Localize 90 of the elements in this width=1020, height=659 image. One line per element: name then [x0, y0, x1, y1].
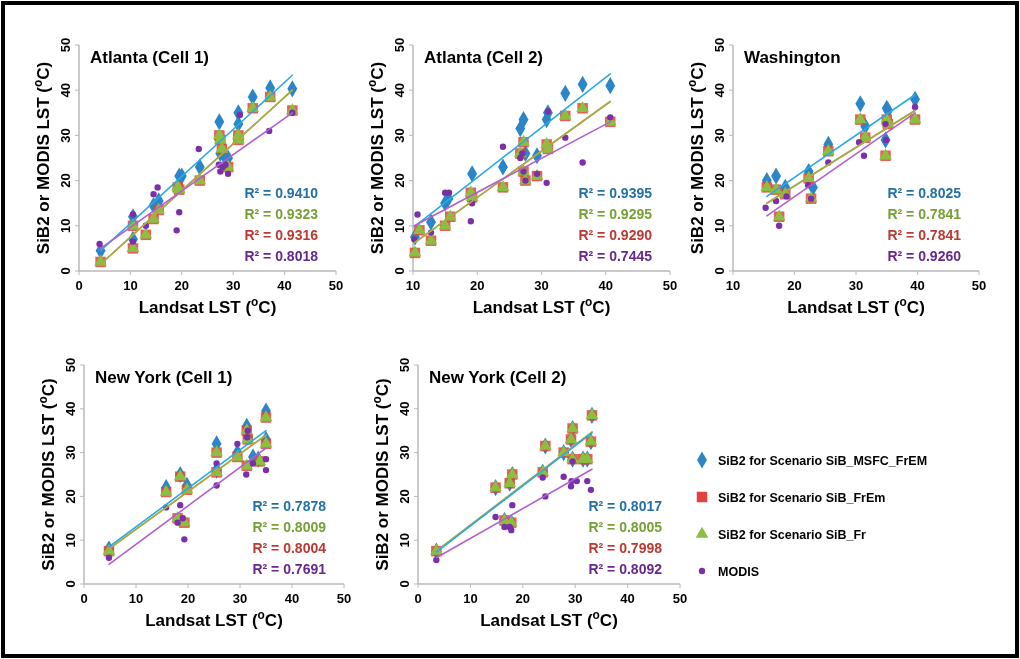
y-tick-label: 0	[63, 580, 78, 588]
x-axis-title: Landsat LST ($^{o}$C)	[472, 295, 611, 317]
y-tick-label: 10	[63, 532, 78, 548]
x-tick-label: 20	[174, 278, 190, 293]
chart-title: Atlanta (Cell 1)	[90, 48, 210, 67]
x-tick-label: 20	[470, 278, 485, 293]
annotation: R² = 0.8017	[588, 498, 663, 514]
x-tick-label: 20	[787, 278, 802, 293]
annotation: R² = 0.9316	[244, 227, 319, 243]
chart-title: New York (Cell 2)	[429, 368, 567, 387]
x-tick-label: 40	[620, 591, 635, 606]
y-tick-label: 40	[392, 82, 407, 98]
annotation: R² = 0.8004	[252, 540, 327, 556]
x-tick-label: 20	[180, 591, 196, 606]
y-tick-label: 20	[392, 173, 407, 188]
chart-title: Atlanta (Cell 2)	[424, 48, 544, 67]
x-tick-label: 50	[662, 278, 678, 293]
y-tick-label: 30	[58, 128, 73, 143]
annotation: R² = 0.9323	[244, 206, 319, 222]
annotation: R² = 0.9295	[578, 206, 653, 222]
annotation: R² = 0.8009	[252, 519, 327, 535]
y-tick-label: 10	[712, 218, 727, 234]
y-tick-label: 20	[63, 489, 78, 504]
annotation: R² = 0.7841	[887, 227, 962, 243]
x-axis-title: Landsat LST ($^{o}$C)	[138, 295, 277, 317]
annotation: R² = 0.8025	[887, 185, 962, 201]
x-tick-label: 10	[123, 278, 138, 293]
x-tick-label: 50	[971, 278, 987, 293]
y-tick-label: 50	[392, 37, 407, 53]
annotation: R² = 0.7691	[252, 561, 327, 577]
y-tick-label: 0	[392, 267, 407, 275]
y-tick-label: 50	[58, 37, 73, 53]
legend-label: SiB2 for Scenario SiB_MSFC_FrEM	[718, 453, 928, 468]
x-tick-label: 50	[336, 591, 352, 606]
x-tick-label: 50	[672, 591, 688, 606]
x-tick-label: 0	[414, 591, 422, 606]
y-tick-label: 10	[392, 218, 407, 234]
y-tick-label: 50	[397, 357, 412, 373]
x-tick-label: 40	[277, 278, 292, 293]
y-tick-label: 20	[58, 173, 73, 188]
y-tick-label: 0	[397, 580, 412, 588]
annotation: R² = 0.8018	[244, 248, 319, 264]
annotation: R² = 0.9410	[244, 185, 319, 201]
y-tick-label: 30	[397, 445, 412, 460]
x-axis-title: Landsat LST ($^{o}$C)	[480, 608, 618, 630]
x-tick-label: 10	[463, 591, 478, 606]
x-tick-label: 0	[80, 591, 88, 606]
x-tick-label: 40	[284, 591, 300, 606]
x-axis-title: Landsat LST ($^{o}$C)	[145, 608, 283, 630]
y-tick-label: 30	[392, 128, 407, 143]
legend-label: SiB2 for Scenario SiB_Fr	[718, 527, 867, 542]
x-tick-label: 20	[515, 591, 531, 606]
annotation: R² = 0.9395	[578, 185, 653, 201]
annotation: R² = 0.7998	[588, 540, 663, 556]
y-tick-label: 10	[58, 218, 73, 234]
x-tick-label: 30	[225, 278, 241, 293]
x-tick-label: 30	[567, 591, 583, 606]
x-tick-label: 30	[232, 591, 248, 606]
annotation: R² = 0.7878	[252, 498, 327, 514]
y-tick-label: 0	[712, 267, 727, 275]
y-tick-label: 40	[63, 401, 78, 417]
x-tick-label: 10	[725, 278, 741, 293]
y-tick-label: 20	[397, 489, 412, 504]
annotation: R² = 0.8005	[588, 519, 663, 535]
x-tick-label: 10	[128, 591, 144, 606]
annotation: R² = 0.8092	[588, 561, 663, 577]
x-tick-label: 40	[910, 278, 925, 293]
y-tick-label: 20	[712, 173, 727, 188]
y-tick-label: 30	[712, 128, 727, 143]
annotation: R² = 0.7445	[578, 248, 653, 264]
annotation: R² = 0.9290	[578, 227, 653, 243]
y-tick-label: 30	[63, 445, 78, 460]
y-tick-label: 40	[712, 82, 727, 98]
y-tick-label: 0	[58, 267, 73, 275]
annotation: R² = 0.9260	[887, 248, 962, 264]
legend-label: MODIS	[718, 564, 759, 579]
y-tick-label: 50	[63, 357, 78, 373]
x-tick-label: 50	[328, 278, 344, 293]
x-tick-label: 30	[534, 278, 549, 293]
chart-title: New York (Cell 1)	[95, 368, 233, 387]
y-tick-label: 40	[58, 82, 73, 98]
chart-title: Washington	[744, 48, 841, 67]
x-tick-label: 40	[598, 278, 613, 293]
y-tick-label: 40	[397, 401, 412, 417]
x-tick-label: 30	[848, 278, 864, 293]
y-tick-label: 10	[397, 532, 412, 548]
y-tick-label: 50	[712, 37, 727, 53]
x-axis-title: Landsat LST ($^{o}$C)	[787, 295, 925, 317]
annotation: R² = 0.7841	[887, 206, 962, 222]
legend-label: SiB2 for Scenario SiB_FrEm	[718, 490, 886, 505]
